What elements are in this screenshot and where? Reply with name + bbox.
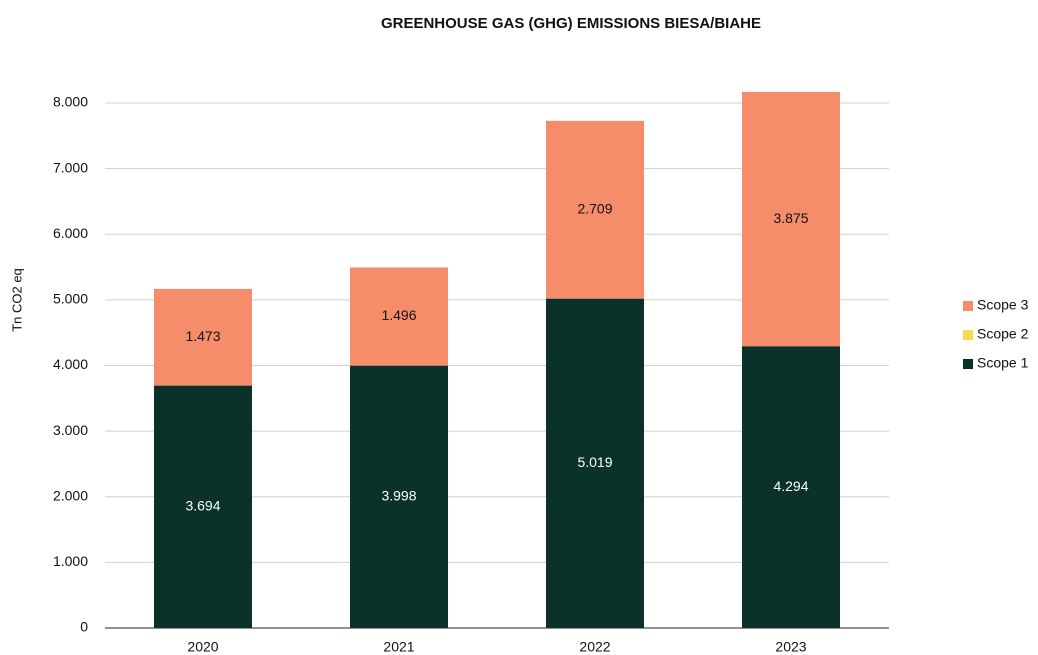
chart-title: GREENHOUSE GAS (GHG) EMISSIONS BIESA/BIA… xyxy=(381,15,761,32)
y-tick-label: 6.000 xyxy=(53,225,88,241)
bar-segment xyxy=(350,365,448,628)
y-tick-label: 5.000 xyxy=(53,291,88,307)
data-label: 3.694 xyxy=(185,497,220,513)
y-tick-label: 2.000 xyxy=(53,487,88,503)
data-label: 1.496 xyxy=(381,307,416,323)
legend-swatch xyxy=(963,301,973,311)
y-tick-label: 4.000 xyxy=(53,356,88,372)
y-axis-label: Tn CO2 eq xyxy=(9,268,24,332)
y-tick-label: 1.000 xyxy=(53,553,88,569)
x-tick-label: 2020 xyxy=(187,639,218,655)
legend-swatch xyxy=(963,359,973,369)
y-tick-label: 0 xyxy=(80,619,88,635)
x-tick-label: 2022 xyxy=(579,639,610,655)
bar-segment xyxy=(546,120,644,299)
legend-label: Scope 1 xyxy=(977,355,1029,371)
bar-segment xyxy=(742,346,840,628)
bar-segment xyxy=(154,288,252,386)
legend-swatch xyxy=(963,330,973,340)
bar-segment xyxy=(154,385,252,628)
y-tick-label: 7.000 xyxy=(53,159,88,175)
y-tick-label: 3.000 xyxy=(53,422,88,438)
legend-label: Scope 2 xyxy=(977,326,1029,342)
data-label: 2.709 xyxy=(577,200,612,216)
bar-segment xyxy=(546,298,644,628)
data-label: 1.473 xyxy=(185,328,220,344)
data-label: 5.019 xyxy=(577,454,612,470)
legend-label: Scope 3 xyxy=(977,297,1029,313)
x-tick-label: 2023 xyxy=(775,639,806,655)
data-label: 4.294 xyxy=(773,478,808,494)
bar-segment xyxy=(742,91,840,347)
bar-segment xyxy=(350,267,448,366)
x-tick-label: 2021 xyxy=(383,639,414,655)
y-tick-label: 8.000 xyxy=(53,94,88,110)
data-label: 3.875 xyxy=(773,210,808,226)
data-label: 3.998 xyxy=(381,488,416,504)
